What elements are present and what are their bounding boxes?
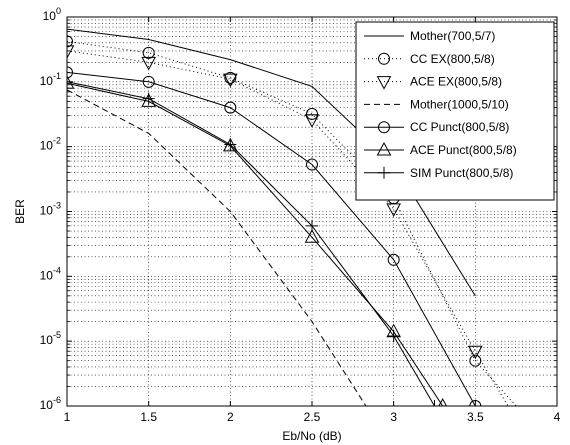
series-line — [67, 71, 476, 406]
legend-label: Mother(700,5/7) — [410, 29, 495, 43]
series-4 — [67, 89, 367, 406]
marker-circle — [469, 400, 482, 406]
marker-triangle-down — [222, 73, 238, 88]
legend-label: ACE EX(800,5/8) — [410, 75, 502, 89]
legend-label: Mother(1000,5/10) — [410, 97, 509, 111]
series-line — [67, 82, 444, 406]
marker-circle — [378, 121, 390, 134]
marker-triangle-down — [376, 76, 392, 90]
marker-triangle-up — [304, 229, 320, 243]
legend-label: CC Punct(800,5/8) — [410, 120, 509, 134]
x-tick-label: 1 — [64, 410, 71, 424]
marker-circle — [67, 35, 73, 48]
marker-triangle-up — [376, 141, 392, 156]
series-line — [67, 89, 367, 406]
y-tick-label: 10-2 — [40, 136, 61, 153]
y-tick-label: 10-4 — [40, 265, 61, 282]
x-tick-label: 3 — [390, 410, 397, 424]
marker-circle — [378, 52, 390, 65]
y-axis-title: BER — [13, 199, 27, 224]
marker-plus — [378, 166, 390, 179]
y-tick-label: 10-1 — [40, 71, 61, 88]
legend: Mother(700,5/7) CC EX(800,5/8) ACE EX(800,… — [355, 21, 555, 201]
y-tick-label: 100 — [43, 6, 61, 23]
marker-circle — [224, 101, 237, 114]
marker-plus — [142, 92, 155, 105]
series-5 — [67, 66, 482, 406]
series-3 — [67, 45, 509, 406]
y-tick-label: 10-6 — [40, 395, 61, 412]
marker-triangle-down — [386, 203, 402, 217]
y-tick-label: 10-5 — [40, 330, 61, 347]
x-tick-label: 1.5 — [140, 410, 157, 424]
marker-plus — [387, 330, 400, 343]
marker-circle — [306, 158, 318, 171]
marker-triangle-down — [467, 345, 483, 360]
legend-box — [355, 21, 555, 201]
x-tick-label: 2.5 — [304, 410, 321, 424]
marker-triangle-up — [438, 397, 448, 406]
legend-label: ACE Punct(800,5/8) — [410, 143, 517, 157]
series-line — [67, 81, 435, 406]
marker-circle — [142, 46, 155, 59]
marker-circle — [387, 253, 400, 266]
x-tick-label: 4 — [554, 410, 561, 424]
marker-triangle-down — [304, 114, 320, 128]
y-tick-label: 10-3 — [40, 201, 61, 218]
marker-plus — [224, 138, 237, 151]
marker-plus — [428, 400, 441, 406]
x-tick-label: 2 — [227, 410, 234, 424]
marker-triangle-down — [67, 45, 75, 59]
series-line — [67, 40, 517, 406]
marker-triangle-down — [141, 56, 157, 71]
marker-circle — [67, 66, 73, 79]
axis-ticks: 1 1.5 2 2.5 3 3.5 4 100 10-1 10-2 10-3 10-4 10-5 10-6 — [40, 6, 561, 424]
legend-label: CC EX(800,5/8) — [410, 52, 495, 66]
legend-label: SIM Punct(800,5/8) — [410, 166, 513, 180]
x-axis-title: Eb/No (dB) — [282, 429, 341, 443]
marker-plus — [306, 219, 318, 232]
x-tick-label: 3.5 — [467, 410, 484, 424]
marker-circle — [142, 75, 155, 88]
